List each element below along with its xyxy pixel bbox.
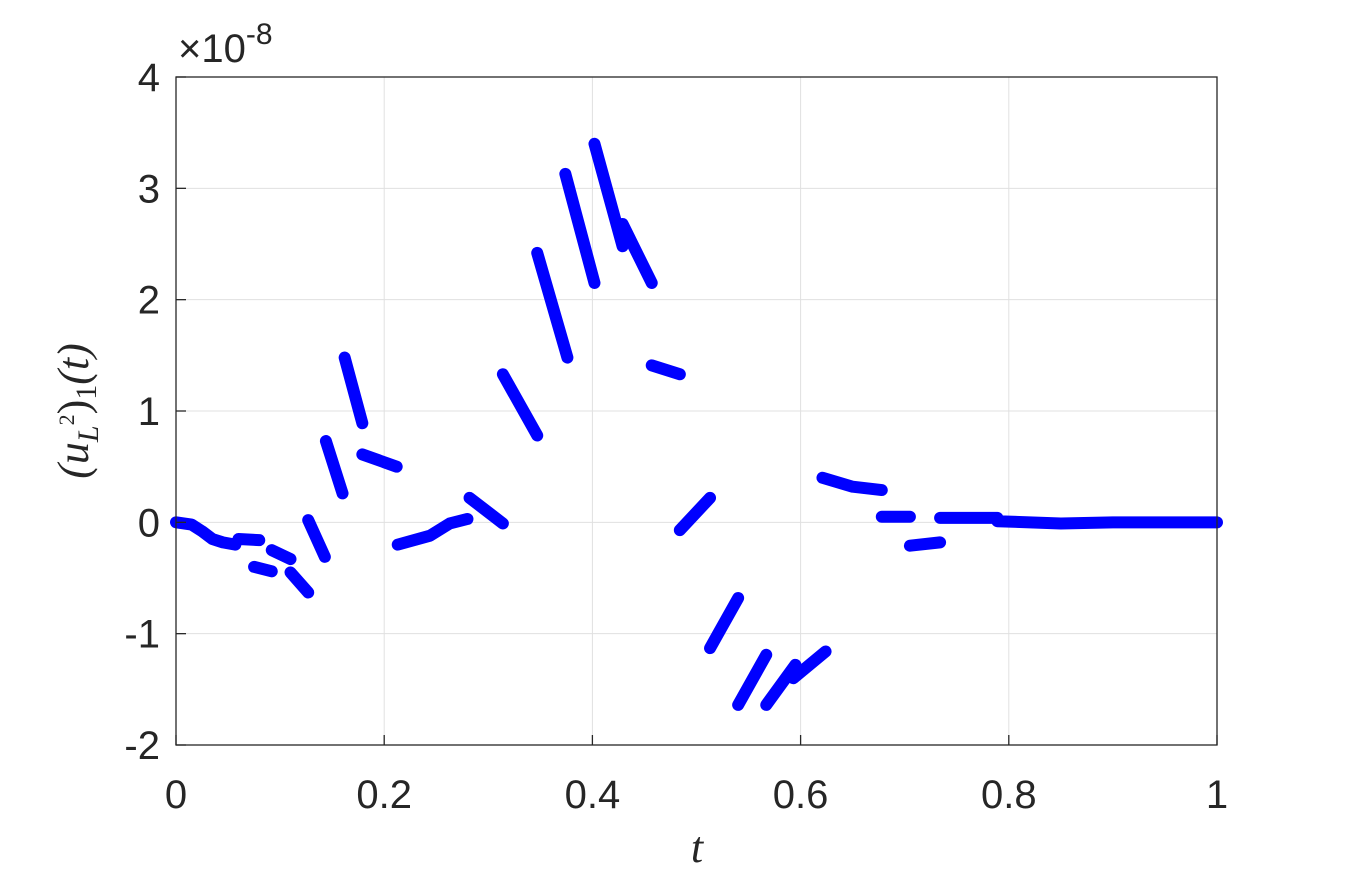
y-tick-label: -2 <box>124 724 160 768</box>
y-tick-label: -1 <box>124 613 160 657</box>
multiplier-base: ×10 <box>178 27 246 71</box>
y-label-part: L <box>72 425 105 443</box>
data-line <box>170 137 1223 711</box>
grid <box>175 76 1218 746</box>
y-label-part: (u <box>49 442 98 479</box>
y-tick-label: 1 <box>138 390 160 434</box>
y-tick-label: 2 <box>138 279 160 323</box>
y-axis-label: (uL2)1(t) <box>49 343 105 479</box>
y-tick-label: 3 <box>138 167 160 211</box>
x-tick-label: 0.8 <box>981 773 1037 817</box>
lines <box>170 137 1223 711</box>
y-label-part: 2 <box>54 414 79 425</box>
y-tick-label: 4 <box>138 56 160 100</box>
ticks: 0 0.2 0.4 0.6 0.8 1 -2 -1 0 1 2 3 4 <box>124 56 1228 817</box>
x-axis-label: t <box>691 823 705 872</box>
x-tick-label: 0.4 <box>565 773 621 817</box>
x-tick-label: 0 <box>165 773 187 817</box>
y-multiplier: ×10-8 <box>178 18 273 71</box>
y-label-part: 1 <box>70 385 103 400</box>
x-tick-label: 0.6 <box>773 773 829 817</box>
x-tick-label: 1 <box>1206 773 1228 817</box>
multiplier-exponent: -8 <box>246 18 273 51</box>
y-tick-label: 0 <box>138 501 160 545</box>
x-tick-label: 0.2 <box>356 773 412 817</box>
y-label-part: ) <box>49 400 98 415</box>
y-label-part: (t) <box>49 343 98 385</box>
